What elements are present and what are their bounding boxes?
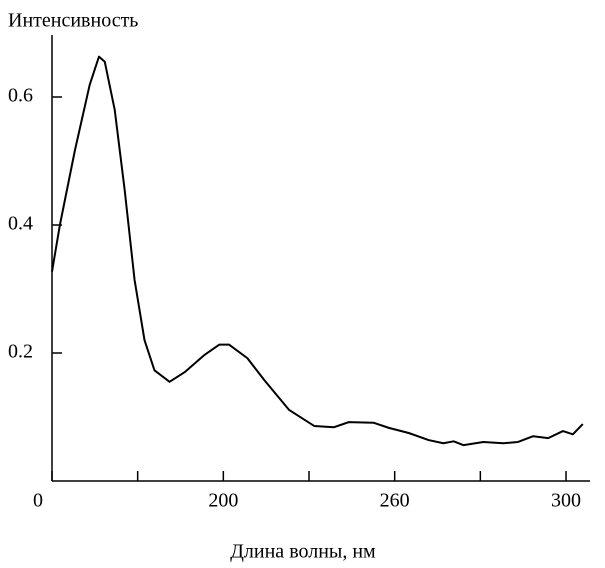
x-tick-label: 300: [551, 490, 581, 512]
x-tick-label: 200: [208, 490, 238, 512]
y-tick-label: 0.2: [8, 341, 33, 363]
x-tick-label: 0: [33, 490, 43, 512]
x-tick-label: 260: [380, 490, 410, 512]
data-line: [51, 55, 584, 447]
y-tick-label: 0.6: [8, 85, 33, 107]
y-axis-label: Интенсивность: [8, 10, 138, 32]
x-axis-label: Длина волны, нм: [230, 541, 376, 563]
y-tick-label: 0.4: [8, 213, 33, 235]
